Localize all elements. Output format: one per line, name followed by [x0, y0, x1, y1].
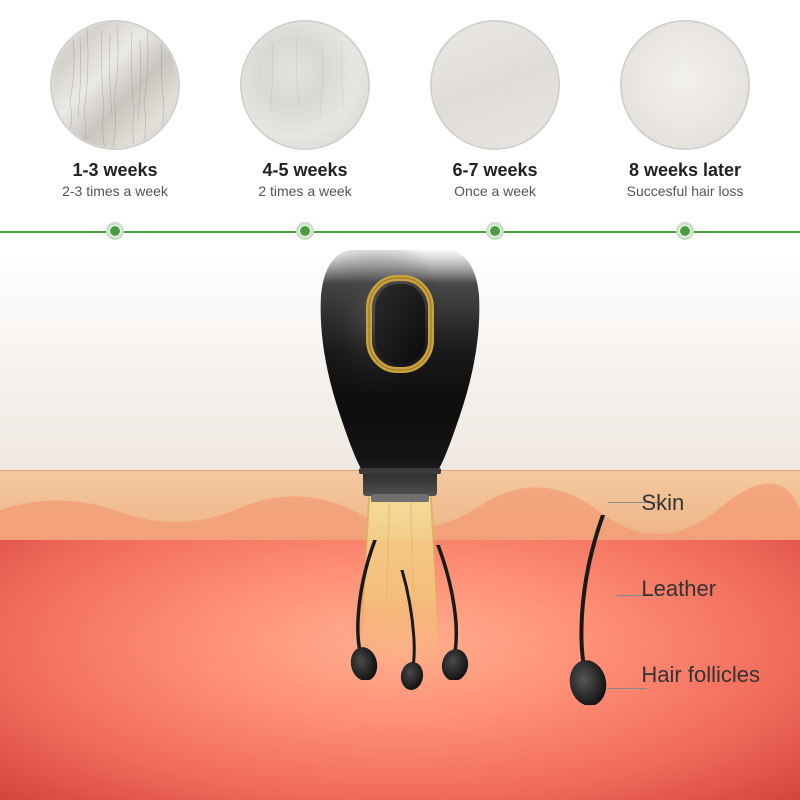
hair-texture-dense-icon — [52, 22, 180, 150]
ipl-device-icon — [285, 250, 515, 510]
stage-2: 4-5 weeks 2 times a week — [215, 20, 395, 199]
stage-3: 6-7 weeks Once a week — [405, 20, 585, 199]
timeline-dot-4 — [676, 222, 694, 240]
stage-3-title: 6-7 weeks — [452, 160, 537, 181]
stage-1: 1-3 weeks 2-3 times a week — [25, 20, 205, 199]
label-follicles: Hair follicles — [641, 662, 760, 688]
stage-2-title: 4-5 weeks — [262, 160, 347, 181]
follicle-1 — [340, 540, 390, 685]
follicle-icon — [555, 515, 625, 705]
layer-labels: Skin Leather Hair follicles — [641, 490, 760, 748]
stage-4-subtitle: Succesful hair loss — [627, 183, 744, 199]
timeline-dot-3 — [486, 222, 504, 240]
timeline-dot-2 — [296, 222, 314, 240]
label-skin: Skin — [641, 490, 760, 516]
stage-4-title: 8 weeks later — [629, 160, 741, 181]
stage-1-subtitle: 2-3 times a week — [62, 183, 168, 199]
stage-2-subtitle: 2 times a week — [258, 183, 351, 199]
progress-stages: 1-3 weeks 2-3 times a week 4-5 weeks 2 t… — [0, 0, 800, 199]
follicle-icon — [428, 545, 478, 680]
hair-texture-medium-icon — [242, 22, 370, 150]
stage-4: 8 weeks later Succesful hair loss — [595, 20, 775, 199]
timeline-dots — [0, 217, 800, 235]
label-leather: Leather — [641, 576, 760, 602]
stage-3-subtitle: Once a week — [454, 183, 536, 199]
timeline — [0, 217, 800, 247]
follicle-labeled — [555, 515, 625, 710]
stage-1-texture — [50, 20, 180, 150]
stage-1-title: 1-3 weeks — [72, 160, 157, 181]
stage-3-texture — [430, 20, 560, 150]
ipl-device — [285, 250, 515, 515]
timeline-dot-1 — [106, 222, 124, 240]
follicle-icon — [340, 540, 390, 680]
stage-4-texture — [620, 20, 750, 150]
stage-2-texture — [240, 20, 370, 150]
follicle-3 — [428, 545, 478, 685]
